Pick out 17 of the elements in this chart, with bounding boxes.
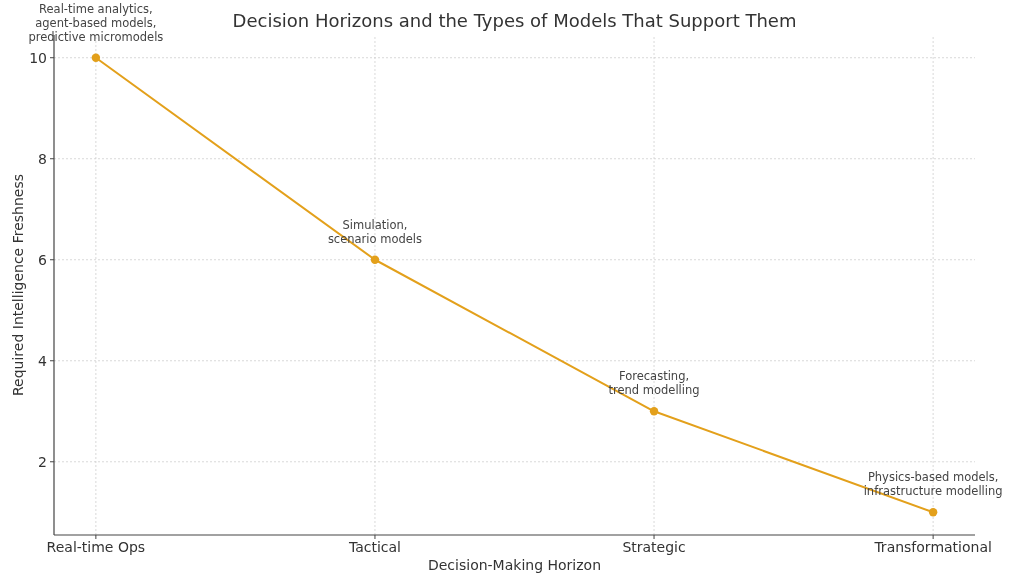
chart-title: Decision Horizons and the Types of Models That Support Them <box>232 10 797 31</box>
x-tick-label: Tactical <box>347 539 401 555</box>
point <box>928 508 938 517</box>
point <box>649 407 659 416</box>
point <box>370 255 380 264</box>
x-tick-label: Real-time Ops <box>46 539 146 555</box>
x-axis-title: Decision-Making Horizon <box>427 557 602 573</box>
point <box>91 53 101 62</box>
x-tick-label: Strategic <box>622 539 686 555</box>
y-tick-label: 8 <box>38 150 47 167</box>
y-tick-label: 4 <box>38 352 48 369</box>
y-tick-label: 6 <box>38 251 48 268</box>
y-tick-label: 2 <box>38 453 47 470</box>
x-tick-label: Transformational <box>873 539 992 555</box>
y-tick-label: 10 <box>29 49 47 66</box>
y-axis-title: Required Intelligence Freshness <box>10 173 26 397</box>
annotation: Real-time analytics, agent-based models, predictive micromodels <box>28 1 164 44</box>
